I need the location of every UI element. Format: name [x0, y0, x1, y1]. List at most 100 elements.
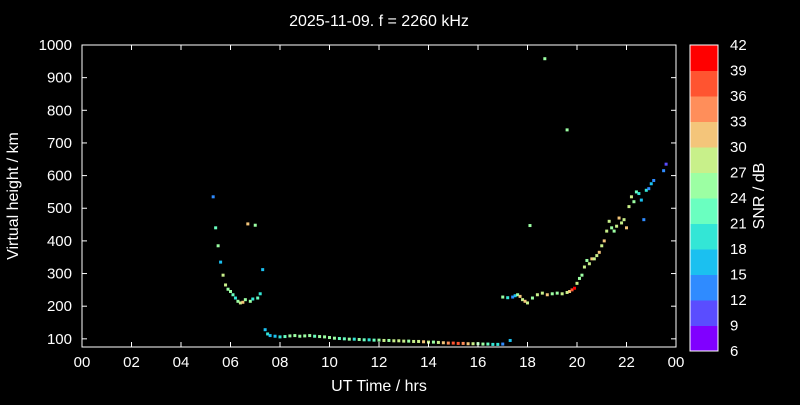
echo-point — [585, 258, 589, 262]
echo-point — [251, 297, 255, 301]
echo-point — [595, 254, 599, 258]
plot-area — [81, 44, 677, 348]
echo-point — [610, 226, 614, 230]
x-tick-label: 06 — [222, 354, 239, 371]
echo-point — [577, 276, 581, 280]
x-tick-label: 18 — [519, 354, 536, 371]
echo-point — [560, 292, 564, 296]
echo-point — [649, 182, 653, 186]
echo-point — [632, 200, 636, 204]
colorbar-tick-label: 12 — [730, 292, 747, 309]
echo-point — [216, 244, 220, 248]
echo-point — [627, 205, 631, 209]
colorbar-tick-label: 15 — [730, 267, 747, 284]
echo-point — [258, 292, 262, 296]
echo-point — [214, 226, 218, 230]
echo-point — [652, 178, 656, 182]
echo-point — [318, 335, 322, 339]
echo-point — [491, 342, 495, 346]
x-tick-label: 00 — [74, 354, 91, 371]
echo-point — [511, 295, 515, 299]
echo-point — [565, 290, 569, 294]
colorbar — [689, 44, 719, 352]
echo-point — [226, 287, 230, 291]
colorbar-tick-label: 42 — [730, 37, 747, 54]
x-tick-label: 02 — [123, 354, 140, 371]
colorbar-segment — [690, 249, 718, 275]
colorbar-tick-label: 33 — [730, 114, 747, 131]
echo-point — [382, 338, 386, 342]
echo-point — [634, 190, 638, 194]
y-tick-label: 800 — [47, 102, 72, 119]
colorbar-frame — [689, 44, 719, 352]
colorbar-axis: 6 9 12 15 18 21 24 27 30 33 36 39 42 — [730, 37, 747, 360]
echo-point — [605, 229, 609, 233]
echo-point — [337, 337, 341, 341]
echo-point — [233, 296, 237, 300]
echo-point — [555, 291, 559, 295]
x-tick-label: 22 — [618, 354, 635, 371]
echo-point — [471, 342, 475, 346]
colorbar-segment — [690, 96, 718, 122]
echo-point — [221, 273, 225, 277]
colorbar-tick-label: 6 — [730, 343, 738, 360]
colorbar-tick-label: 30 — [730, 139, 747, 156]
colorbar-segment — [690, 198, 718, 224]
echo-point — [521, 298, 525, 302]
echo-point — [392, 339, 396, 343]
colorbar-segment — [690, 45, 718, 71]
echo-point — [446, 341, 450, 345]
y-tick-label: 700 — [47, 135, 72, 152]
echo-point — [535, 293, 539, 297]
colorbar-tick-label: 27 — [730, 165, 747, 182]
echo-point — [580, 273, 584, 277]
echo-point — [486, 342, 490, 346]
echo-point — [602, 239, 606, 243]
echo-point — [570, 288, 574, 292]
echo-point — [313, 334, 317, 338]
points-layer — [211, 57, 668, 346]
echo-point — [582, 265, 586, 269]
echo-point — [422, 340, 426, 344]
echo-point — [466, 342, 470, 346]
colorbar-tick-label: 21 — [730, 216, 747, 233]
y-axis-title: Virtual height / km — [5, 132, 22, 260]
y-tick-label: 100 — [47, 331, 72, 348]
echo-point — [323, 335, 327, 339]
colorbar-title: SNR / dB — [751, 163, 768, 230]
echo-point — [617, 216, 621, 220]
echo-point — [342, 337, 346, 341]
y-tick-label: 600 — [47, 168, 72, 185]
x-axis-title: UT Time / hrs — [331, 378, 427, 395]
y-tick-label: 1000 — [39, 37, 72, 54]
echo-point — [243, 298, 247, 302]
echo-point — [622, 218, 626, 222]
colorbar-segment — [690, 325, 718, 352]
echo-point — [530, 296, 534, 300]
echo-point — [568, 289, 572, 293]
echo-point — [263, 328, 267, 332]
x-tick-label: 16 — [470, 354, 487, 371]
colorbar-tick-label: 9 — [730, 318, 738, 335]
echo-point — [417, 339, 421, 343]
echo-point — [261, 268, 265, 272]
x-tick-label: 04 — [173, 354, 190, 371]
echo-point — [352, 337, 356, 341]
echo-point — [629, 195, 633, 199]
echo-point — [615, 224, 619, 228]
echo-point — [347, 337, 351, 341]
y-tick-label: 500 — [47, 200, 72, 217]
echo-point — [288, 334, 292, 338]
echo-point — [412, 339, 416, 343]
echo-point — [587, 262, 591, 266]
echo-point — [620, 221, 624, 225]
x-tick-label: 14 — [420, 354, 437, 371]
echo-point — [592, 257, 596, 261]
chart-title: 2025-11-09. f = 2260 kHz — [289, 13, 469, 30]
echo-point — [508, 338, 512, 342]
echo-point — [253, 223, 257, 227]
colorbar-segment — [690, 223, 718, 250]
y-axis: 100 200 300 400 500 600 700 800 900 1000 — [39, 37, 676, 348]
y-tick-label: 200 — [47, 298, 72, 315]
echo-point — [241, 300, 245, 304]
